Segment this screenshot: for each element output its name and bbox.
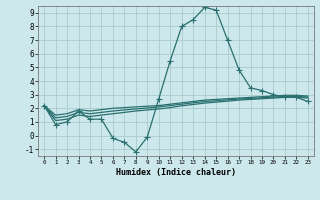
- X-axis label: Humidex (Indice chaleur): Humidex (Indice chaleur): [116, 168, 236, 177]
